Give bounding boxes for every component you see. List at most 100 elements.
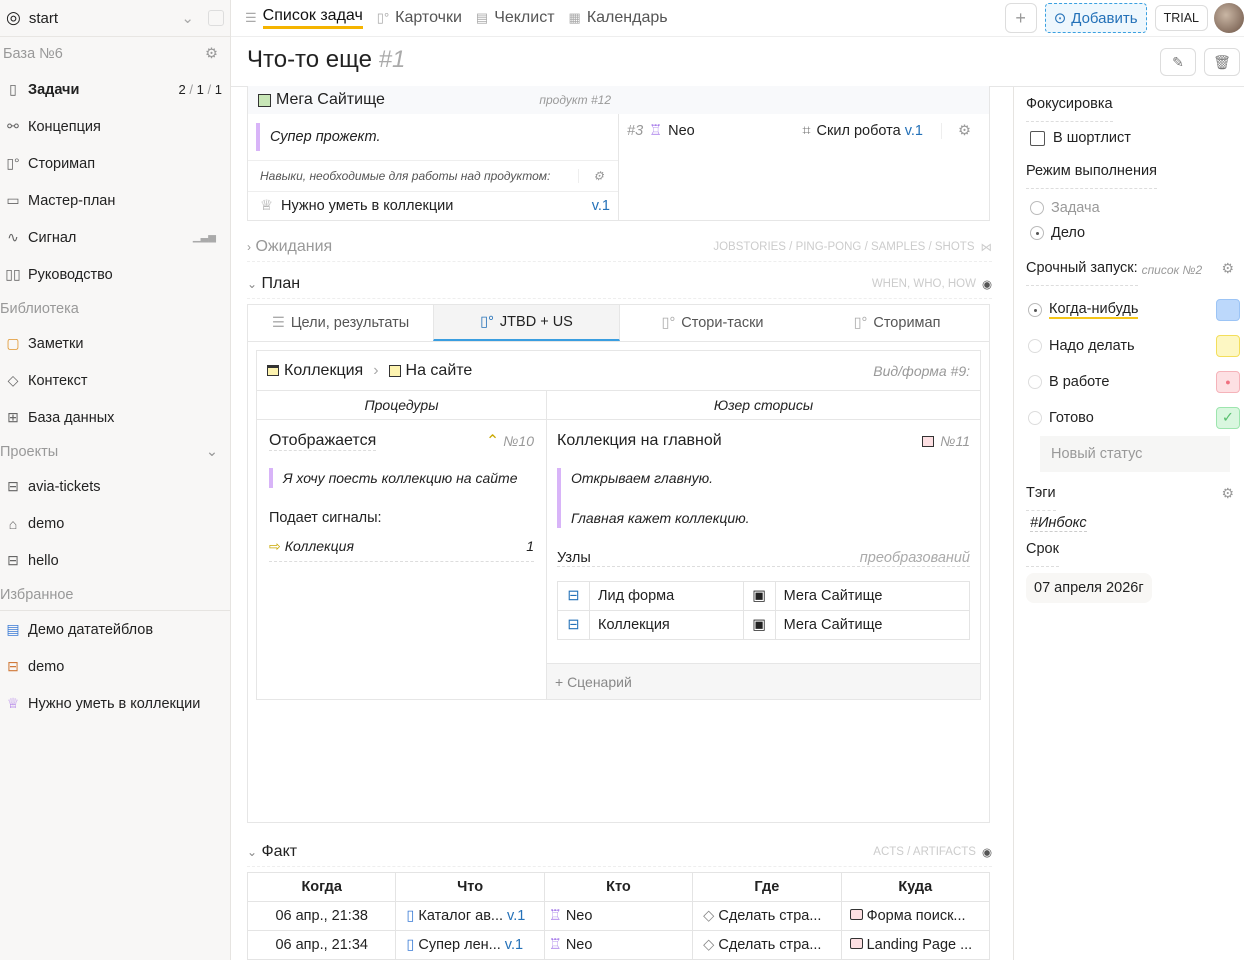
cards-icon: ▯°	[376, 10, 390, 25]
procedure-title[interactable]: Отображается	[269, 431, 377, 451]
focus-heading: Фокусировка	[1026, 96, 1113, 122]
badge-icon: ♕	[260, 198, 273, 214]
plan-section[interactable]: ⌄ План WHEN, WHO, HOW ◉	[247, 269, 992, 299]
cube-icon: ▣	[742, 610, 776, 640]
form-icon	[388, 364, 401, 377]
status-option[interactable]: Надо делать	[1026, 328, 1244, 364]
gear-icon[interactable]: ⚙	[1221, 485, 1234, 501]
status-option[interactable]: Готово ✓	[1026, 400, 1244, 436]
view-tabs: ☰ Список задач ▯° Карточки ▤ Чеклист ▦ Кален…	[231, 0, 1244, 37]
robot-row[interactable]: #3 ♖ Neo ⌗ Скил робота v.1 ⚙	[627, 123, 971, 139]
chevron-down-icon[interactable]: ⌄	[205, 444, 218, 460]
eye-closed-icon[interactable]: ⋈	[980, 241, 993, 254]
plan-card: ☰ Цели, результаты ▯° JTBD + US ▯° Стори-та…	[247, 304, 990, 823]
sidebar-item-notes[interactable]: ▢ Заметки	[0, 325, 230, 362]
arrow-right-icon: ⇨	[269, 538, 281, 554]
tab-story-tasks[interactable]: ▯° Стори-таски	[661, 315, 764, 331]
mode-deal-radio[interactable]: Дело	[1026, 220, 1244, 245]
skill-row[interactable]: ♕ Нужно уметь в коллекции v.1	[260, 198, 610, 214]
plus-button[interactable]: +	[1004, 3, 1037, 33]
chevron-up-icon: ⌃	[485, 433, 500, 450]
gear-icon[interactable]: ⚙	[578, 169, 618, 183]
tab-task-list[interactable]: ☰ Список задач	[245, 0, 363, 37]
project-item[interactable]: ⊟ hello	[0, 542, 230, 579]
view-icon	[267, 365, 279, 376]
sidebar-item-concept[interactable]: ⚯ Концепция	[0, 108, 230, 145]
chevron-down-icon: ⌄	[247, 276, 258, 291]
sidebar: ◎ start ⌄ База №6 ⚙ ▯ Задачи 2 / 1 / 1 ⚯ Ко…	[0, 0, 231, 960]
eye-icon[interactable]: ◉	[981, 846, 992, 859]
sidebar-item-tasks[interactable]: ▯ Задачи 2 / 1 / 1	[0, 71, 230, 108]
status-swatch	[1216, 299, 1240, 321]
delete-button[interactable]: 🗑	[1204, 48, 1240, 76]
tab-checklist[interactable]: ▤ Чеклист	[475, 9, 555, 26]
sidebar-item-masterplan[interactable]: ▭ Мастер-план	[0, 182, 230, 219]
tab-storymap[interactable]: ▯° Сторимап	[853, 315, 941, 331]
robot-icon: ♖	[548, 908, 562, 924]
chevron-down-icon: ⌄	[247, 844, 258, 859]
breadcrumb-item[interactable]: Коллекция	[284, 361, 364, 379]
bars-icon: ▁▃▅	[192, 232, 216, 243]
favorite-item[interactable]: ⊟ demo	[0, 648, 230, 685]
table-row[interactable]: 06 апр., 21:34 ▯ Супер лен... v.1 ♖ Neo ◇ С…	[246, 930, 991, 960]
favorite-item[interactable]: ▤ Демо дататейблов	[0, 611, 230, 648]
tab-calendar[interactable]: ▦ Календарь	[568, 9, 668, 26]
face-scan-icon: ⌗	[802, 123, 811, 139]
storymap-icon: ▯°	[6, 155, 20, 171]
page-icon	[849, 938, 863, 949]
gear-icon[interactable]: ⚙	[1221, 260, 1234, 276]
sidebar-item-context[interactable]: ◇ Контекст	[0, 362, 230, 399]
favorite-item[interactable]: ♕ Нужно уметь в коллекции	[0, 685, 230, 722]
sidebar-item-signal[interactable]: ∿ Сигнал ▁▃▅	[0, 219, 230, 256]
edit-button[interactable]: ✎	[1160, 48, 1196, 76]
nodes-label: Узлы	[557, 550, 591, 566]
task-counts: 2 / 1 / 1	[178, 82, 222, 97]
sidebar-item-guide[interactable]: ▯▯ Руководство	[5, 266, 113, 283]
tag[interactable]: #Инбокс	[1030, 515, 1087, 532]
trial-badge[interactable]: TRIAL	[1154, 5, 1208, 31]
tab-goals[interactable]: ☰ Цели, результаты	[271, 315, 410, 331]
column-header: Юзер сторисы	[713, 397, 814, 413]
storymap-icon: ▯°	[480, 314, 494, 330]
status-option[interactable]: Когда-нибудь	[1026, 292, 1244, 328]
project-item[interactable]: ⊟ avia-tickets	[0, 468, 230, 505]
add-button[interactable]: ⊙ Добавить	[1044, 3, 1147, 33]
table-icon: ⊞	[7, 409, 19, 425]
tab-jtbd[interactable]: ▯° JTBD + US	[433, 305, 620, 341]
tab-cards[interactable]: ▯° Карточки	[376, 9, 462, 26]
gear-icon[interactable]: ⚙	[205, 46, 218, 62]
tags-heading: Тэги	[1026, 485, 1056, 511]
project-item[interactable]: ⌂ demo	[0, 505, 230, 542]
product-name[interactable]: Мега Сайтище	[276, 91, 385, 108]
table-row[interactable]: ⊟ Коллекция ▣ Мега Сайтище	[557, 610, 971, 640]
avatar[interactable]	[1214, 3, 1244, 33]
sidebar-item-database[interactable]: ⊞ База данных	[0, 399, 230, 436]
component-icon: ⊟	[557, 610, 590, 640]
gear-icon[interactable]: ⚙	[941, 123, 971, 139]
collapse-sidebar-icon[interactable]	[208, 10, 224, 26]
list-icon: ☰	[245, 10, 257, 25]
add-scenario-button[interactable]: + Сценарий	[547, 663, 980, 699]
status-option[interactable]: В работе ●	[1026, 364, 1244, 400]
mode-task-radio[interactable]: Задача	[1026, 195, 1244, 220]
clipboard-icon: ▯	[406, 908, 415, 924]
signal-row[interactable]: ⇨ Коллекция 1	[269, 538, 534, 562]
launch-heading: Срочный запуск:	[1026, 260, 1138, 286]
expectations-section[interactable]: › Ожидания JOBSTORIES / PING-PONG / SAMP…	[247, 232, 992, 262]
chevron-down-icon[interactable]: ⌄	[181, 10, 194, 27]
deadline-field[interactable]: 07 апреля 2026г	[1026, 573, 1152, 603]
robot-icon: ♖	[548, 937, 562, 953]
map-icon: ▭	[6, 192, 20, 208]
new-status-input[interactable]: Новый статус	[1040, 436, 1230, 472]
table-row[interactable]: 06 апр., 21:38 ▯ Каталог ав... v.1 ♖ Neo ◇ …	[246, 901, 991, 931]
book-icon: ▯	[9, 81, 17, 97]
story-title[interactable]: Коллекция на главной	[557, 432, 722, 449]
sidebar-item-storymap[interactable]: ▯° Сторимап	[0, 145, 230, 182]
workspace-switcher[interactable]: ◎ start ⌄	[0, 0, 230, 37]
workspace-name: start	[28, 9, 59, 27]
eye-icon[interactable]: ◉	[981, 278, 992, 291]
fact-section[interactable]: ⌄ Факт ACTS / ARTIFACTS ◉	[247, 837, 992, 867]
breadcrumb-item[interactable]: На сайте	[405, 361, 473, 379]
table-row[interactable]: ⊟ Лид форма ▣ Мега Сайтище	[557, 581, 971, 611]
shortlist-checkbox[interactable]: В шортлист	[1026, 122, 1244, 154]
